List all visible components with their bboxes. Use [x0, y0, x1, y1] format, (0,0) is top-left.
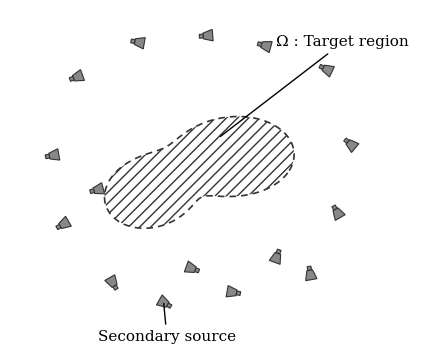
Polygon shape	[195, 268, 200, 273]
Polygon shape	[261, 41, 272, 53]
Polygon shape	[113, 285, 118, 290]
Polygon shape	[276, 249, 281, 254]
Polygon shape	[226, 286, 237, 297]
Text: Secondary source: Secondary source	[98, 303, 236, 344]
Polygon shape	[93, 183, 105, 194]
Polygon shape	[203, 30, 213, 41]
Polygon shape	[307, 266, 312, 270]
Polygon shape	[199, 34, 203, 38]
Polygon shape	[344, 138, 349, 143]
Polygon shape	[322, 65, 334, 77]
Polygon shape	[131, 39, 135, 44]
Polygon shape	[184, 261, 196, 272]
Polygon shape	[332, 205, 337, 210]
Polygon shape	[257, 42, 262, 46]
Polygon shape	[134, 38, 145, 49]
Polygon shape	[49, 149, 60, 160]
Polygon shape	[156, 295, 169, 307]
Polygon shape	[346, 140, 359, 152]
Polygon shape	[45, 154, 49, 159]
Polygon shape	[236, 291, 241, 295]
Polygon shape	[105, 275, 117, 287]
Polygon shape	[90, 189, 94, 193]
Text: Ω : Target region: Ω : Target region	[220, 35, 409, 136]
Polygon shape	[72, 70, 85, 81]
Polygon shape	[306, 270, 317, 280]
Polygon shape	[105, 117, 294, 228]
Polygon shape	[269, 252, 281, 264]
Polygon shape	[69, 77, 74, 81]
Polygon shape	[333, 208, 345, 220]
Polygon shape	[167, 303, 172, 308]
Polygon shape	[319, 64, 324, 70]
Polygon shape	[59, 216, 71, 229]
Polygon shape	[56, 224, 61, 230]
